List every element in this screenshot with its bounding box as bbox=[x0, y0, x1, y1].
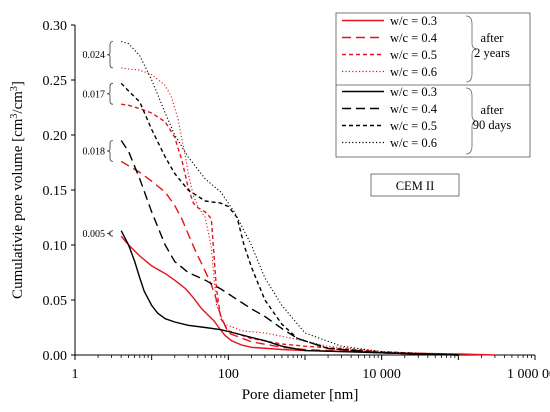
y-tick-label: 0.15 bbox=[43, 184, 68, 199]
y-tick-label: 0.05 bbox=[43, 294, 68, 309]
cem-ii-frame bbox=[370, 173, 460, 197]
legend-group-label-1-line2: 2 years bbox=[474, 46, 510, 60]
legend-entry-label: w/c = 0.6 bbox=[390, 136, 437, 150]
plot-area: 0.000.050.100.150.200.250.30 1 100 10 000 1… bbox=[43, 19, 550, 382]
difference-label: 0.024 bbox=[83, 50, 106, 61]
y-tick-label: 0.30 bbox=[43, 19, 68, 34]
difference-label: 0.017 bbox=[83, 89, 106, 100]
cem-ii-label: CEM II bbox=[396, 179, 435, 193]
series-group bbox=[120, 40, 495, 356]
y-axis-title: Cumulativie pore volume [cm3/cm3] bbox=[9, 81, 27, 299]
series-line-90d-05 bbox=[120, 82, 459, 356]
difference-brace bbox=[106, 140, 114, 162]
y-ticks: 0.00 0.05 0.10 0.15 0.20 0.25 0.30 bbox=[43, 19, 75, 364]
legend-items: w/c = 0.3 w/c = 0.4 w/c = 0.5 w/c = 0.6 w/c … bbox=[342, 14, 478, 155]
x-ticks: 1 100 10 000 1 000 000 bbox=[72, 355, 550, 382]
legend-group-label-1-line1: after bbox=[481, 31, 505, 45]
legend-entry-label: w/c = 0.5 bbox=[390, 119, 437, 133]
legend-entry-label: w/c = 0.4 bbox=[390, 102, 438, 116]
difference-label: 0.018 bbox=[83, 146, 106, 157]
x-tick-label: 1 bbox=[72, 367, 79, 382]
legend-entry-label: w/c = 0.6 bbox=[390, 65, 437, 79]
legend: w/c = 0.3 w/c = 0.4 w/c = 0.5 w/c = 0.6 w/c … bbox=[335, 12, 531, 158]
series-line-2y-05 bbox=[121, 103, 459, 356]
difference-label: 0.005 bbox=[83, 229, 106, 240]
x-tick-label: 1 000 000 bbox=[507, 367, 550, 382]
series-line-90d-03 bbox=[120, 230, 459, 356]
x-tick-label: 100 bbox=[218, 367, 239, 382]
difference-brace bbox=[106, 82, 114, 105]
y-tick-label: 0.20 bbox=[43, 129, 68, 144]
y-tick-label: 0.10 bbox=[43, 239, 68, 254]
legend-group-label-2-line1: after bbox=[481, 103, 505, 117]
series-line-2y-04 bbox=[120, 160, 459, 356]
legend-group-brace bbox=[465, 87, 478, 155]
series-line-90d-04 bbox=[120, 140, 459, 356]
legend-entry-label: w/c = 0.3 bbox=[390, 85, 437, 99]
legend-group-brace bbox=[465, 15, 478, 83]
x-tick-label: 10 000 bbox=[362, 367, 401, 382]
legend-entry-label: w/c = 0.5 bbox=[390, 48, 437, 62]
y-tick-label: 0.25 bbox=[43, 74, 68, 89]
legend-entry-label: w/c = 0.3 bbox=[390, 14, 437, 28]
legend-entry-label: w/c = 0.4 bbox=[390, 31, 438, 45]
difference-annotations: 0.024 0.017 0.018 0.005 bbox=[83, 41, 114, 240]
y-tick-label: 0.00 bbox=[43, 349, 68, 364]
difference-brace bbox=[106, 41, 114, 69]
difference-brace bbox=[106, 230, 114, 237]
legend-group-label-2-line2: 90 days bbox=[473, 118, 512, 132]
cem-ii-box: CEM II bbox=[370, 173, 460, 197]
x-axis-title: Pore diameter [nm] bbox=[242, 387, 359, 403]
